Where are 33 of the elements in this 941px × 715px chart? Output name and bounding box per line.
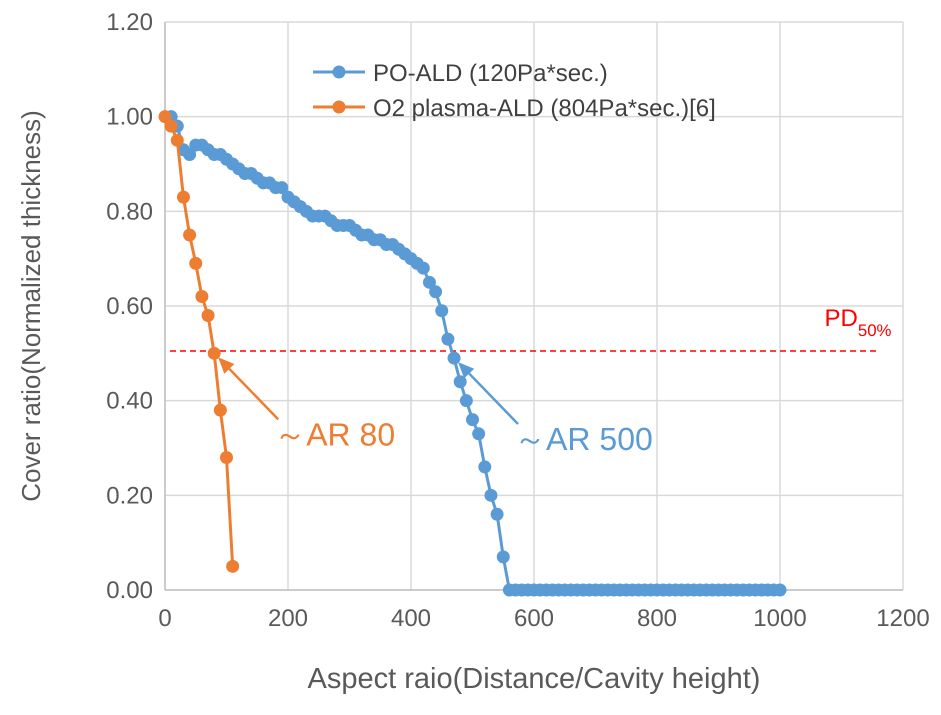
y-tick-label: 0.00: [106, 577, 153, 604]
x-tick-label: 800: [636, 605, 678, 632]
x-tick-label: 600: [514, 605, 554, 632]
x-tick-label: 1000: [753, 605, 807, 632]
x-tick-label: 400: [390, 605, 432, 632]
ref-line-label: PD$_{50%}$: [824, 304, 892, 340]
x-tick-label: 200: [268, 605, 308, 632]
y-tick-label: 0.20: [106, 482, 153, 510]
point: [164, 120, 178, 133]
y-axis-title: Cover ratio(Normalized thickness): [16, 110, 46, 502]
point: [176, 190, 190, 204]
y-tick-label: 0.80: [106, 198, 153, 226]
x-tick-label: 1200: [876, 605, 930, 632]
legend-label: PO-ALD (120Pa*sec.): [373, 60, 608, 87]
x-tick-label: 0: [158, 605, 172, 632]
annotation: ～AR 80: [274, 416, 396, 452]
point: [202, 308, 215, 322]
point: [214, 404, 227, 417]
y-tick-label: 0.60: [106, 293, 153, 320]
x-axis-title: Aspect raio(Distance/Cavity height): [308, 663, 760, 695]
point: [220, 450, 233, 464]
point: [183, 228, 196, 242]
point: [170, 134, 184, 147]
point: [208, 346, 221, 360]
point: [189, 256, 202, 270]
y-tick-label: 1.20: [106, 9, 153, 36]
y-tick-label: 1.00: [106, 104, 153, 131]
annotation: ～AR 500: [514, 421, 653, 458]
point: [226, 560, 240, 573]
point: [158, 110, 172, 124]
legend-label: O2 plasma-ALD (804Pa*sec.)[6]: [373, 95, 716, 122]
y-tick-label: 0.40: [106, 388, 153, 415]
point: [195, 290, 208, 304]
